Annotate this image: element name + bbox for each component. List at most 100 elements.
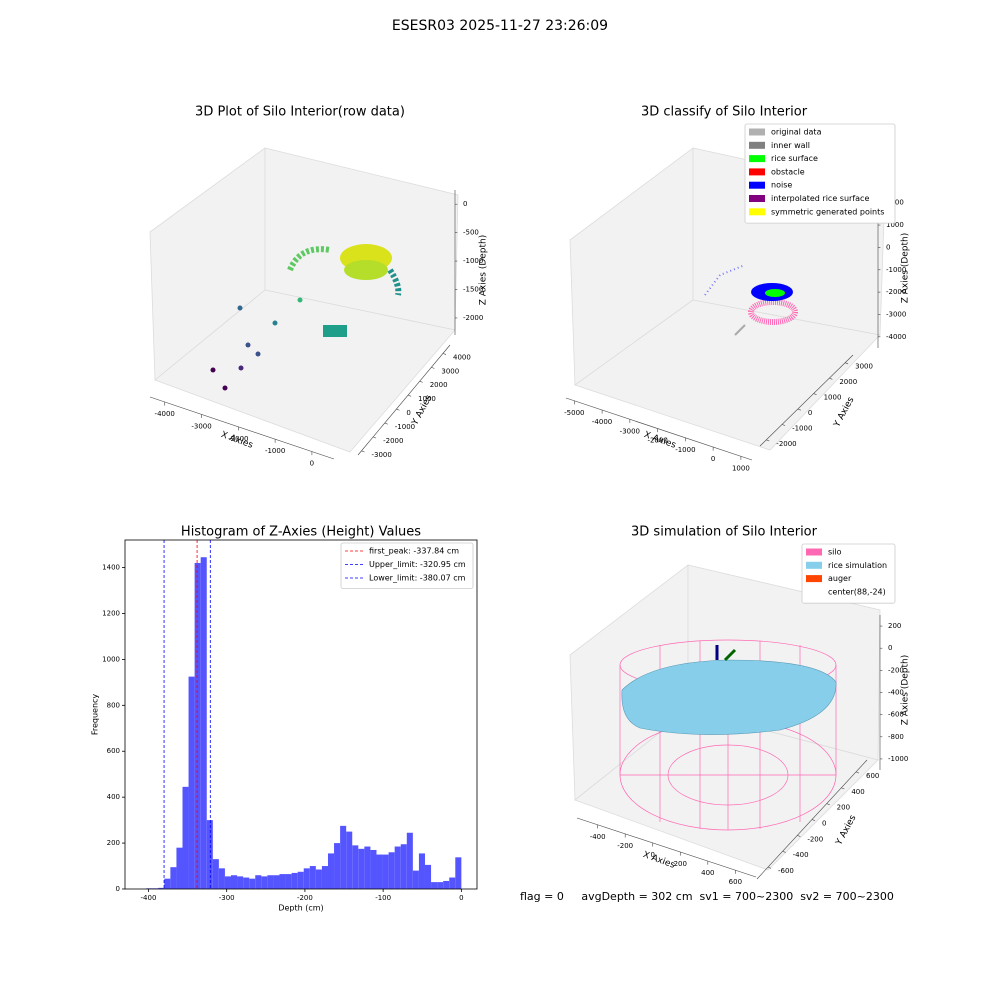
x-tick-label: -200 [617, 842, 633, 850]
z-tick-label: -1000 [888, 755, 908, 763]
legend-swatch [749, 141, 765, 149]
y-tick-label: 0 [116, 885, 120, 893]
legend-swatch [749, 181, 765, 189]
z-tick-label: -2000 [463, 314, 483, 322]
x-axis-label: Depth (cm) [278, 904, 323, 913]
bar [443, 880, 450, 889]
x-tick-label: -1000 [265, 447, 285, 455]
y-tick [797, 408, 801, 411]
y-tick-label: -200 [807, 835, 823, 843]
y-axis-label: Frequency [91, 694, 100, 736]
y-tick-label: -1000 [792, 424, 812, 432]
legend-label: original data [771, 128, 822, 137]
z-tick-label: -2000 [886, 288, 906, 296]
legend-note: center(88,-24) [828, 587, 886, 596]
y-axis-label: Y Axies [410, 393, 435, 428]
chart-title: Histogram of Z-Axies (Height) Values [181, 525, 421, 540]
y-tick-label: -3000 [371, 451, 391, 459]
y-tick-label: -400 [793, 851, 809, 859]
bar [346, 831, 353, 889]
auger [723, 648, 737, 662]
y-tick [813, 393, 817, 396]
y-tick [797, 835, 801, 837]
y-tick [782, 850, 786, 853]
y-tick-label: 600 [866, 772, 879, 780]
legend-swatch [749, 195, 765, 202]
legend-label: silo [828, 548, 842, 557]
y-tick-label: 3000 [441, 367, 459, 375]
chart-title: 3D simulation of Silo Interior [631, 525, 818, 540]
bar [358, 848, 365, 889]
x-tick-label: 200 [674, 860, 687, 868]
legend-label: Lower_limit: -380.07 cm [369, 574, 466, 583]
bar [261, 876, 268, 889]
y-tick-label: 2000 [430, 381, 448, 389]
y-tick-label: 200 [107, 839, 120, 847]
bar [230, 875, 238, 889]
y-tick-label: -2000 [383, 437, 403, 445]
y-axis-line [759, 354, 854, 447]
bar [364, 846, 371, 889]
y-tick-label: 200 [837, 804, 850, 812]
x-tick-label: -5000 [564, 409, 584, 417]
legend-box [744, 123, 896, 224]
z-tick-label: 0 [886, 243, 890, 251]
z-tick-label: -1000 [886, 266, 906, 274]
bar [406, 832, 413, 889]
bar [164, 878, 171, 889]
bar [394, 846, 401, 889]
z-tick-label: 0 [463, 200, 467, 208]
y-tick-label: -2000 [776, 440, 796, 448]
legend-label: Upper_limit: -320.95 cm [369, 560, 466, 569]
bar [194, 562, 201, 889]
bar [273, 875, 280, 889]
z-tick-label: -800 [888, 733, 904, 741]
bar [437, 882, 444, 889]
y-tick-label: 1200 [102, 609, 120, 617]
legend-label: interpolated rice surface [771, 194, 869, 203]
bar [224, 876, 231, 889]
bar [200, 557, 207, 889]
y-tick-label: 2000 [839, 378, 857, 386]
chart-title: 3D classify of Silo Interior [641, 105, 808, 120]
x-tick-label: -1000 [675, 446, 695, 454]
y-tick [767, 866, 772, 869]
y-tick [766, 439, 770, 442]
bar [188, 676, 195, 889]
x-tick-label: 0 [459, 894, 463, 902]
legend-box [340, 542, 474, 589]
y-tick [781, 424, 786, 426]
z-tick-label: -1500 [463, 286, 483, 294]
status-text: flag = 0 avgDepth = 302 cm sv1 = 700~230… [520, 890, 894, 903]
z-tick-label: 200 [888, 622, 901, 630]
z-tick-label: -200 [888, 666, 904, 674]
point-cloud [210, 244, 798, 391]
y-tick-label: 0 [808, 409, 812, 417]
z-tick-label: 0 [888, 644, 892, 652]
y-tick-label: 400 [851, 788, 864, 796]
y-tick [811, 819, 816, 821]
bar [455, 857, 462, 889]
x-tick-label: -3000 [620, 427, 640, 435]
bar [303, 868, 310, 889]
y-tick [826, 803, 830, 806]
z-axis-label: Z Axies (Depth) [901, 655, 911, 726]
bar [334, 843, 341, 889]
z-axis-label: Z Axies (Depth) [901, 233, 911, 304]
x-tick-label: -400 [141, 894, 157, 902]
y-tick-label: 0 [822, 820, 826, 828]
legend-swatch [806, 561, 822, 569]
bar [418, 853, 425, 889]
plot-frame [124, 539, 478, 890]
bar [158, 887, 165, 889]
bar [249, 878, 256, 889]
y-axis-label: Y Axies [834, 813, 859, 848]
x-axis-line [565, 397, 753, 461]
legend-swatch [806, 575, 822, 583]
y-tick [845, 362, 849, 365]
bar [218, 868, 225, 889]
legend-label: inner wall [771, 141, 810, 150]
z-tick-label: -3000 [886, 310, 906, 318]
bar [255, 875, 262, 889]
